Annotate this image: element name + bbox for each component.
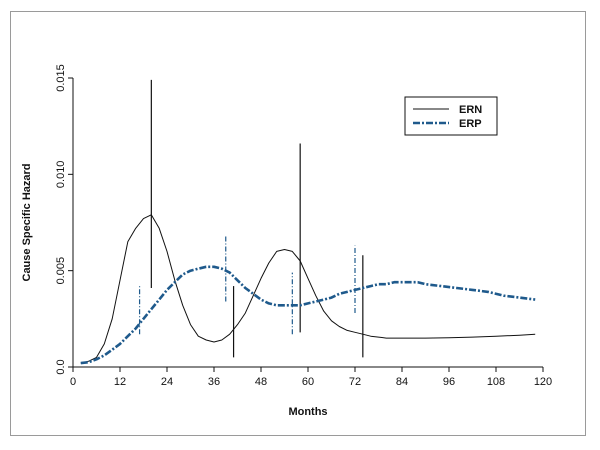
legend: ERN ERP: [404, 96, 498, 136]
chart-frame: [10, 11, 586, 436]
x-tick-label: 36: [208, 376, 220, 388]
series-line-erp: [80, 265, 536, 365]
x-tick-label: 48: [255, 376, 267, 388]
legend-label-erp: ERP: [459, 118, 482, 130]
x-tick-label: 12: [114, 376, 126, 388]
x-tick-label: 120: [534, 376, 552, 388]
series-line-ern: [80, 214, 536, 364]
x-tick-label: 108: [487, 376, 505, 388]
axis-ticks: 0 12 24 36 48 60 72 84 96 108 120 0.0 0.005 0.010 0.01…: [55, 64, 552, 388]
y-tick-label: 0.0: [55, 359, 67, 374]
x-tick-label: 60: [302, 376, 314, 388]
y-tick-label: 0.015: [55, 64, 67, 92]
x-tick-label: 24: [161, 376, 173, 388]
x-tick-label: 0: [70, 376, 76, 388]
y-axis-title: Cause Specific Hazard: [21, 164, 33, 282]
x-axis-title: Months: [288, 406, 327, 418]
x-tick-label: 72: [349, 376, 361, 388]
series-erp: [80, 235, 536, 365]
series-ern: [80, 79, 536, 364]
legend-label-ern: ERN: [459, 104, 482, 116]
series-layer: [80, 79, 536, 365]
x-tick-label: 84: [396, 376, 408, 388]
y-tick-label: 0.010: [55, 161, 67, 189]
legend-box: [404, 96, 498, 136]
y-tick-label: 0.005: [55, 257, 67, 285]
x-tick-label: 96: [443, 376, 455, 388]
